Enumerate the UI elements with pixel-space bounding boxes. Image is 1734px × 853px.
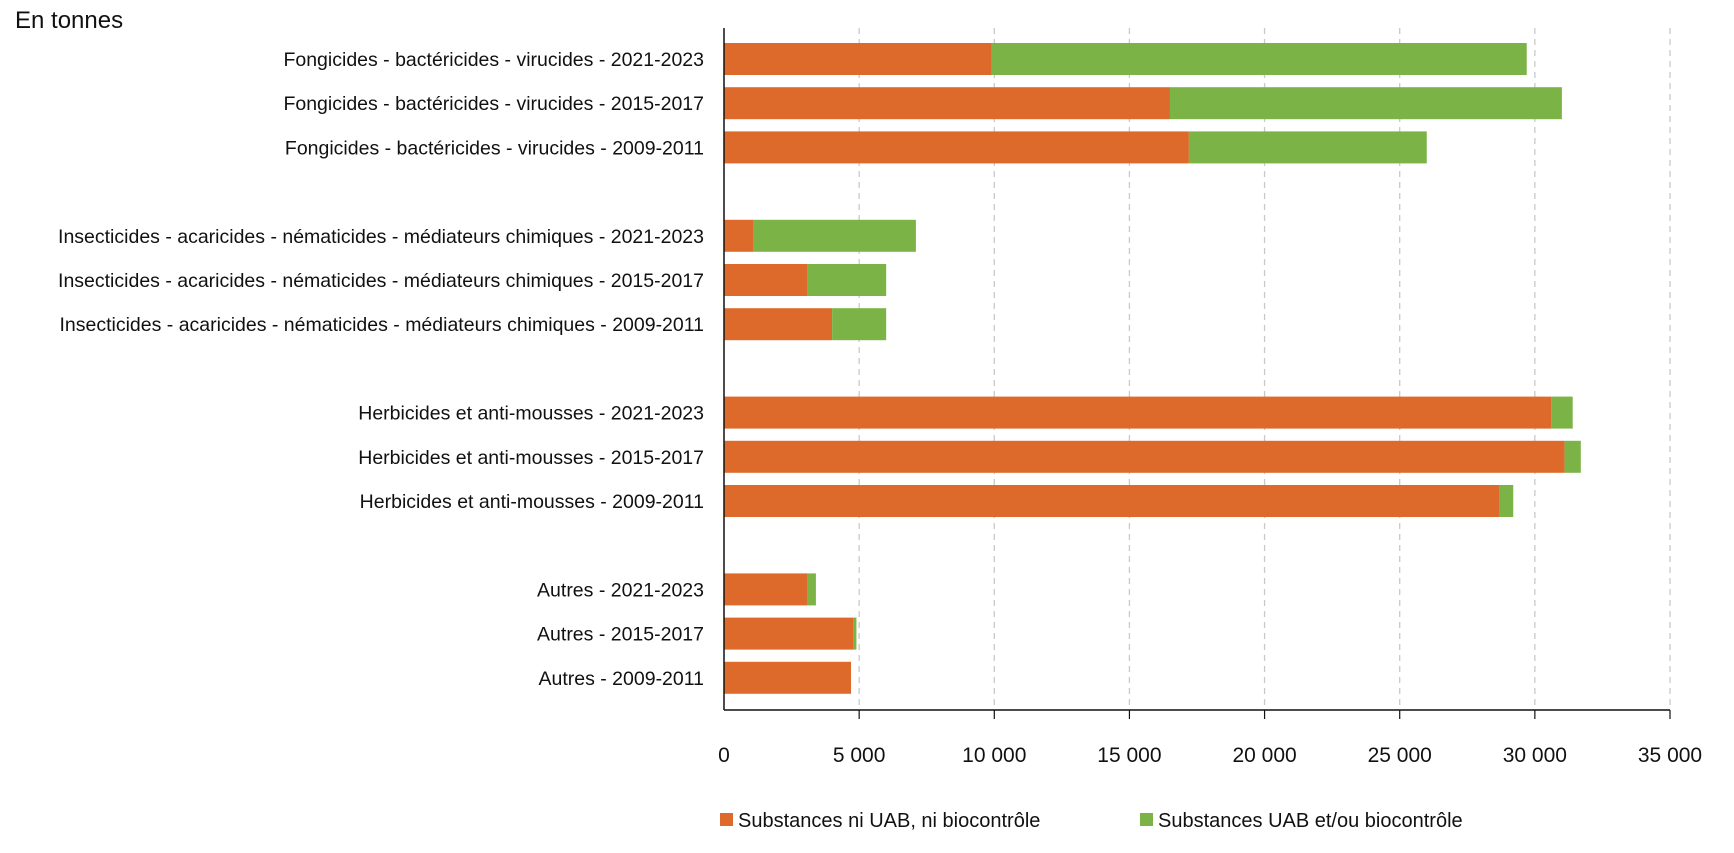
category-label: Herbicides et anti-mousses - 2009-2011: [360, 491, 704, 513]
category-label: Insecticides - acaricides - nématicides …: [58, 270, 704, 292]
bar-segment-non-uab: [724, 485, 1500, 517]
bar-segment-non-uab: [724, 308, 832, 340]
legend-label: Substances ni UAB, ni biocontrôle: [738, 810, 1040, 832]
x-tick-label: 0: [718, 744, 730, 767]
category-label: Insecticides - acaricides - nématicides …: [59, 314, 704, 336]
bar-segment-uab: [808, 573, 816, 605]
bar-segment-uab: [992, 43, 1527, 75]
unit-label: En tonnes: [15, 7, 123, 34]
bar-segment-non-uab: [724, 618, 854, 650]
x-tick-label: 10 000: [962, 744, 1026, 767]
category-label: Autres - 2021-2023: [537, 579, 704, 601]
category-label: Autres - 2015-2017: [537, 624, 704, 646]
bar-segment-non-uab: [724, 573, 808, 605]
bar-segment-uab: [1565, 441, 1581, 473]
bar-segment-uab: [1170, 87, 1562, 119]
category-label: Herbicides et anti-mousses - 2015-2017: [358, 447, 704, 469]
bar-segment-uab: [854, 618, 857, 650]
bar-segment-non-uab: [724, 264, 808, 296]
x-tick-label: 30 000: [1503, 744, 1567, 767]
category-label: Fongicides - bactéricides - virucides - …: [285, 137, 704, 159]
gridlines: [859, 28, 1670, 710]
bar-segment-non-uab: [724, 87, 1170, 119]
category-label: Fongicides - bactéricides - virucides - …: [283, 93, 704, 115]
bar-segment-non-uab: [724, 662, 851, 694]
category-label: Insecticides - acaricides - nématicides …: [58, 226, 704, 248]
bar-segment-non-uab: [724, 131, 1189, 163]
x-tick-label: 25 000: [1368, 744, 1432, 767]
bar-segment-non-uab: [724, 220, 754, 252]
legend: Substances ni UAB, ni biocontrôle Substan…: [720, 810, 1463, 832]
x-tick-label: 35 000: [1638, 744, 1702, 767]
bar-segment-uab: [1189, 131, 1427, 163]
bar-segment-uab: [832, 308, 886, 340]
bar-segment-uab: [1551, 397, 1573, 429]
bar-segment-non-uab: [724, 441, 1565, 473]
x-tick-label: 5 000: [833, 744, 886, 767]
legend-swatch: [1140, 813, 1153, 826]
category-label: Fongicides - bactéricides - virucides - …: [283, 49, 704, 71]
x-tick-label: 15 000: [1097, 744, 1161, 767]
bar-segment-uab: [808, 264, 886, 296]
category-label: Herbicides et anti-mousses - 2021-2023: [358, 403, 704, 425]
bar-segment-non-uab: [724, 43, 992, 75]
bar-segment-non-uab: [724, 397, 1551, 429]
legend-label: Substances UAB et/ou biocontrôle: [1158, 810, 1463, 832]
bars: [724, 43, 1581, 694]
category-labels: Fongicides - bactéricides - virucides - …: [58, 49, 704, 690]
legend-swatch: [720, 813, 733, 826]
x-tick-label: 20 000: [1232, 744, 1296, 767]
bar-segment-uab: [754, 220, 916, 252]
bar-segment-uab: [1500, 485, 1514, 517]
category-label: Autres - 2009-2011: [539, 668, 705, 690]
